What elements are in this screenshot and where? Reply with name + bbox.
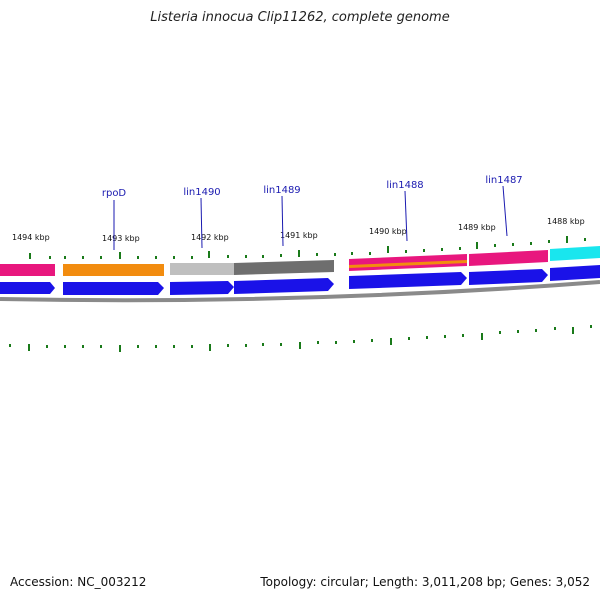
cds-arrow-3[interactable] xyxy=(170,281,234,295)
cds-arrow-7[interactable] xyxy=(550,265,600,281)
feature-bar-orange-stripe-lin1488 xyxy=(349,260,467,268)
cds-arrow-6[interactable] xyxy=(469,269,548,285)
feature-bar-cyan[interactable] xyxy=(550,246,600,261)
tick-label-1490: 1490 kbp xyxy=(369,227,407,236)
accession-text: Accession: NC_003212 xyxy=(10,575,147,589)
feature-bar-darkgray-lin1489[interactable] xyxy=(234,260,334,275)
map-title: Listeria innocua Clip11262, complete gen… xyxy=(150,10,450,25)
gene-label-rpoD[interactable]: rpoD xyxy=(102,188,127,199)
gene-label-lin1487[interactable]: lin1487 xyxy=(485,175,522,186)
gene-label-lin1489[interactable]: lin1489 xyxy=(263,185,300,196)
genome-summary-text: Topology: circular; Length: 3,011,208 bp… xyxy=(260,575,590,589)
gene-leader-lines xyxy=(113,185,508,250)
gene-label-lin1490[interactable]: lin1490 xyxy=(183,187,220,198)
tick-label-1489: 1489 kbp xyxy=(458,223,496,232)
cds-arrow-1[interactable] xyxy=(0,282,55,294)
cds-arrow-2[interactable] xyxy=(63,282,164,295)
gene-label-lin1488[interactable]: lin1488 xyxy=(386,180,423,191)
genome-backbone xyxy=(0,280,600,303)
feature-bar-pink-left[interactable] xyxy=(0,264,55,276)
tick-label-1491: 1491 kbp xyxy=(280,231,318,240)
feature-bar-lightgray-lin1490[interactable] xyxy=(170,263,234,275)
feature-bar-orange-rpoD[interactable] xyxy=(63,264,164,276)
inner-ticks xyxy=(9,325,592,352)
cds-arrow-4[interactable] xyxy=(234,278,334,294)
tick-label-1493: 1493 kbp xyxy=(102,234,140,243)
tick-label-1492: 1492 kbp xyxy=(191,233,229,242)
tick-label-1494: 1494 kbp xyxy=(12,233,50,242)
cds-arrow-5[interactable] xyxy=(349,272,467,289)
outer-ticks xyxy=(29,236,586,259)
tick-label-1488: 1488 kbp xyxy=(547,217,585,226)
feature-bar-pink-lin1487[interactable] xyxy=(469,250,548,266)
